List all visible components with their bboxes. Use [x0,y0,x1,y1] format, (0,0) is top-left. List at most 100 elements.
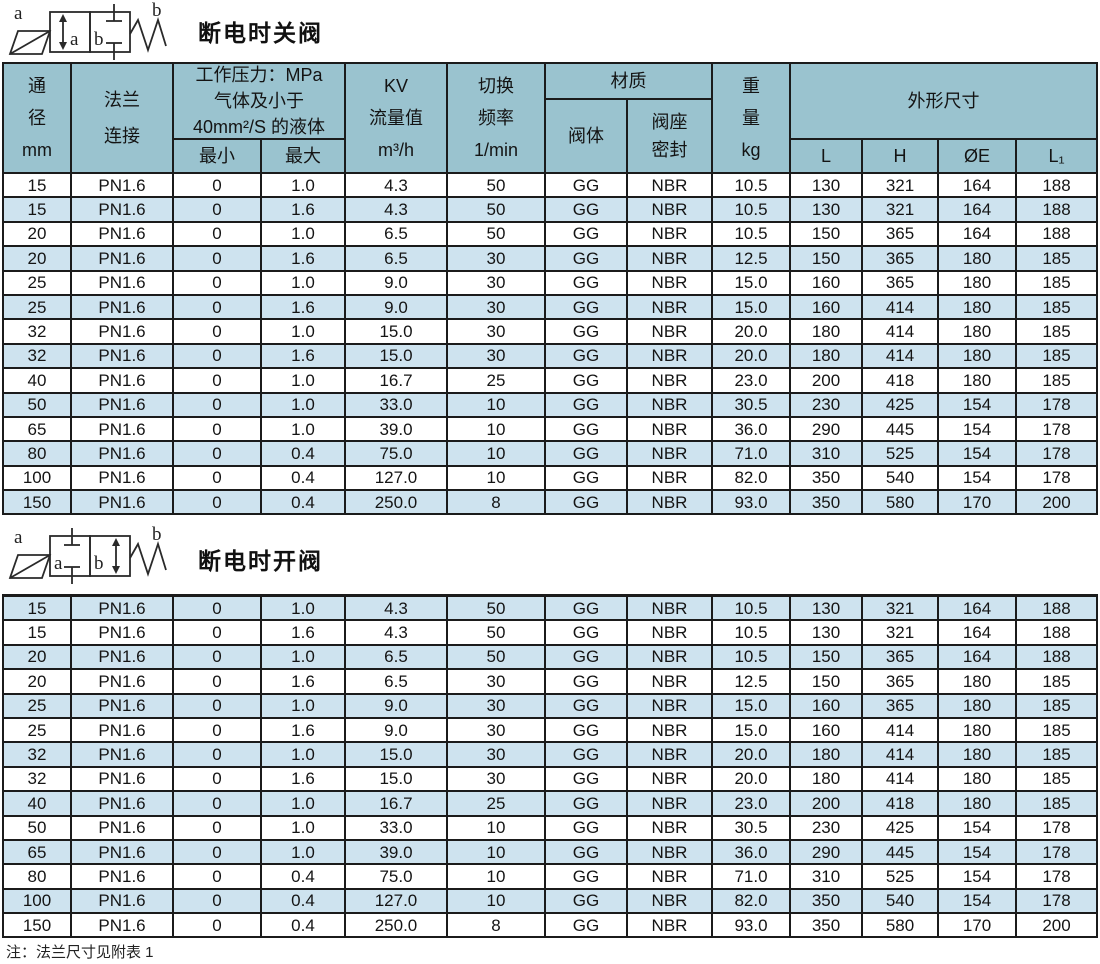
table-cell: 0 [174,271,260,294]
table-cell: 93.0 [713,491,789,514]
table-cell: 188 [1017,198,1096,221]
table-cell: 310 [791,442,861,465]
table-cell: 10 [448,840,544,864]
table-cell: 1.0 [262,743,344,766]
spec-table-close-valve: 通 径 mm 法兰 连接 工作压力：MPa 气体及小于 40mm²/S 的液体 … [2,62,1098,516]
table-cell: 15.0 [346,767,446,791]
table-cell: PN1.6 [72,442,172,465]
table-cell: 30 [448,743,544,766]
table-cell: 180 [939,670,1015,693]
table-cell: 200 [791,792,861,815]
table-cell: 160 [791,271,861,294]
table-cell: 20.0 [713,743,789,766]
table-cell: 25 [4,295,70,319]
table-cell: 185 [1017,718,1096,742]
table-cell: 75.0 [346,865,446,888]
table-cell: 525 [863,442,937,465]
table-cell: GG [546,295,626,319]
table-cell: 80 [4,442,70,465]
table-cell: 10 [448,889,544,913]
table-cell: 418 [863,792,937,815]
table-cell: PN1.6 [72,792,172,815]
table-cell: 20 [4,247,70,270]
table-cell: NBR [628,320,711,343]
table-cell: 178 [1017,442,1096,465]
table-cell: 0 [174,393,260,416]
header-valve-body: 阀体 [546,100,626,172]
table-cell: PN1.6 [72,670,172,693]
header-dim-l1: L₁ [1017,140,1096,172]
table-cell: 0 [174,344,260,368]
table-cell: 180 [939,743,1015,766]
table-cell: PN1.6 [72,694,172,717]
table-cell: 50 [4,816,70,839]
table-cell: 4.3 [346,597,446,620]
table-cell: PN1.6 [72,645,172,669]
table-cell: 0 [174,597,260,620]
table-cell: 540 [863,466,937,490]
table-cell: 180 [939,767,1015,791]
table-cell: NBR [628,344,711,368]
table-cell: 150 [4,914,70,937]
table-cell: NBR [628,621,711,644]
table-cell: 71.0 [713,442,789,465]
table-cell: 15 [4,597,70,620]
table-cell: 180 [939,320,1015,343]
table-cell: PN1.6 [72,718,172,742]
table-cell: NBR [628,247,711,270]
table-cell: 15.0 [346,320,446,343]
table-cell: 425 [863,816,937,839]
table-cell: 71.0 [713,865,789,888]
table-cell: 150 [4,491,70,514]
header-dim-oe: ØE [939,140,1015,172]
table-cell: 1.0 [262,271,344,294]
table-cell: 154 [939,442,1015,465]
header-kv-flow: KV 流量值 m³/h [346,64,446,172]
table-cell: PN1.6 [72,344,172,368]
table-cell: 50 [448,198,544,221]
table-cell: 1.0 [262,393,344,416]
table-cell: 414 [863,743,937,766]
table-cell: 365 [863,247,937,270]
table-cell: 160 [791,718,861,742]
table-cell: 130 [791,198,861,221]
table-cell: GG [546,840,626,864]
table-cell: PN1.6 [72,247,172,270]
table-cell: 30 [448,694,544,717]
table-cell: 1.6 [262,621,344,644]
table-cell: 580 [863,914,937,937]
table-cell: 180 [791,767,861,791]
table-cell: 350 [791,491,861,514]
table-cell: 185 [1017,247,1096,270]
table-cell: GG [546,222,626,246]
table-cell: 20.0 [713,320,789,343]
table-cell: 0 [174,247,260,270]
table-cell: 185 [1017,743,1096,766]
table-cell: GG [546,718,626,742]
svg-text:b: b [94,553,104,574]
header-pressure-group: 工作压力：MPa 气体及小于 40mm²/S 的液体 [174,64,344,138]
table-cell: 310 [791,865,861,888]
table-cell: 65 [4,417,70,441]
table-cell: NBR [628,174,711,197]
table-cell: GG [546,645,626,669]
table-cell: 178 [1017,466,1096,490]
table-cell: NBR [628,271,711,294]
table-cell: PN1.6 [72,743,172,766]
table-cell: NBR [628,694,711,717]
table-cell: NBR [628,466,711,490]
table-cell: 39.0 [346,840,446,864]
table-cell: 445 [863,417,937,441]
table-cell: 188 [1017,645,1096,669]
table-cell: 0 [174,198,260,221]
table-cell: 0.4 [262,914,344,937]
table-cell: 10 [448,442,544,465]
table-cell: 50 [448,174,544,197]
table-cell: PN1.6 [72,393,172,416]
table-cell: 0 [174,792,260,815]
table-cell: 1.6 [262,247,344,270]
table-cell: GG [546,743,626,766]
table-cell: 30 [448,271,544,294]
table-cell: 1.6 [262,718,344,742]
